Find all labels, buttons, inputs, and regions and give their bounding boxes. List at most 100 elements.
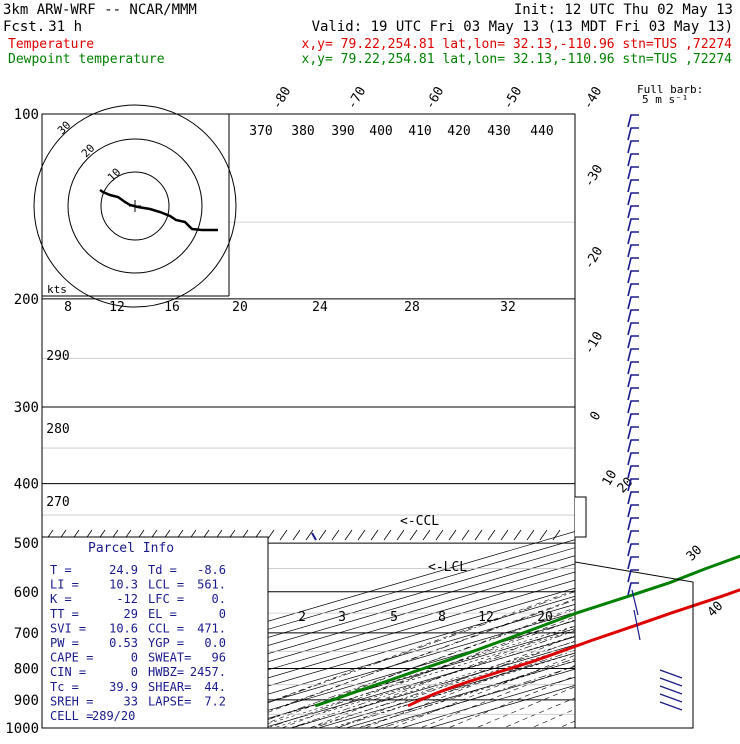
parcel-label: CIN = xyxy=(50,665,86,679)
hatch-mark xyxy=(280,530,287,540)
hatch-mark xyxy=(332,530,339,540)
parcel-value: 10.6 xyxy=(109,621,138,635)
wind-barb-surface xyxy=(660,702,682,710)
parcel-label: TT = xyxy=(50,607,79,621)
hatch-mark xyxy=(540,530,547,540)
temperature-line xyxy=(408,114,740,706)
speed-scale-label: 12 xyxy=(109,300,125,315)
wind-barb xyxy=(628,531,639,543)
wind-barb-surface xyxy=(660,670,682,678)
valid-time: Valid: 19 UTC Fri 03 May 13 (13 MDT Fri … xyxy=(312,19,733,35)
legend-temperature-location: x,y= 79.22,254.81 lat,lon= 32.13,-110.96… xyxy=(302,37,733,52)
pressure-tick-label: 700 xyxy=(14,626,39,642)
dry-adiabat xyxy=(361,114,740,740)
legend-dewpoint-location: x,y= 79.22,254.81 lat,lon= 32.13,-110.96… xyxy=(302,52,733,67)
legend-dewpoint-name: Dewpoint temperature xyxy=(8,52,165,67)
theta-label: 430 xyxy=(487,124,510,139)
wind-barb xyxy=(628,466,639,478)
parcel-label: SHEAR= xyxy=(148,680,191,694)
hatch-mark xyxy=(371,530,378,540)
dry-adiabat xyxy=(726,114,740,740)
parcel-label: HWBZ= xyxy=(148,665,184,679)
theta-left-label: 280 xyxy=(46,422,69,437)
wind-barb xyxy=(628,453,639,465)
wind-barb xyxy=(628,206,639,218)
parcel-label: Tc = xyxy=(50,680,79,694)
parcel-value: 0 xyxy=(219,607,226,621)
wind-barb xyxy=(628,440,639,452)
dry-adiabat xyxy=(670,114,740,740)
parcel-label: SREH = xyxy=(50,694,93,708)
wind-barb xyxy=(628,284,639,296)
isotherm-label: -40 xyxy=(581,84,606,112)
dry-adiabat xyxy=(333,114,740,740)
wind-barb xyxy=(628,336,639,348)
hatch-mark xyxy=(553,530,560,540)
pressure-tick-label: 100 xyxy=(14,107,39,123)
legend-temperature-name: Temperature xyxy=(8,37,94,52)
parcel-value: 44. xyxy=(204,680,226,694)
parcel-label: CAPE = xyxy=(50,651,93,665)
hatch-mark xyxy=(319,530,326,540)
isotherm-label: -70 xyxy=(345,84,370,112)
wind-barb xyxy=(628,544,639,556)
hatch-mark xyxy=(501,530,508,540)
wind-barb xyxy=(628,362,639,374)
parcel-value: 0. xyxy=(212,592,226,606)
fcst-value: 31 h xyxy=(48,19,82,35)
wind-barb xyxy=(628,258,639,270)
hatch-mark xyxy=(358,530,365,540)
parcel-value: -12 xyxy=(116,592,138,606)
wind-barb xyxy=(628,154,639,166)
parcel-value: 29 xyxy=(124,607,138,621)
theta-label: 370 xyxy=(249,124,272,139)
parcel-value: 10.3 xyxy=(109,578,138,592)
parcel-label: Td = xyxy=(148,563,177,577)
parcel-value: 96 xyxy=(212,651,226,665)
parcel-label: LAPSE= xyxy=(148,694,191,708)
moist-adiabat xyxy=(252,305,740,740)
hatch-mark xyxy=(462,530,469,540)
wind-barb xyxy=(628,245,639,257)
wind-barb xyxy=(628,518,639,530)
isotherm-label: 0 xyxy=(588,409,605,423)
pressure-tick-label: 900 xyxy=(14,693,39,709)
theta-label: 380 xyxy=(291,124,314,139)
wind-barb xyxy=(628,427,639,439)
parcel-value: 0 xyxy=(131,665,138,679)
parcel-value: 39.9 xyxy=(109,680,138,694)
pressure-tick-label: 800 xyxy=(14,661,39,677)
isotherm-label: -80 xyxy=(270,84,295,112)
wind-barb xyxy=(628,219,639,231)
hatch-mark xyxy=(449,530,456,540)
theta-label: 390 xyxy=(331,124,354,139)
parcel-value: -8.6 xyxy=(197,563,226,577)
wind-barb xyxy=(628,232,639,244)
hatch-mark xyxy=(345,530,352,540)
pressure-tick-label: 400 xyxy=(14,477,39,493)
wind-barb xyxy=(628,505,639,517)
theta-left-label: 290 xyxy=(46,349,69,364)
dry-adiabat xyxy=(389,114,740,740)
hatch-mark xyxy=(488,530,495,540)
hatch-mark xyxy=(397,530,404,540)
parcel-label: YGP = xyxy=(148,636,184,650)
wind-barb xyxy=(628,388,639,400)
pressure-tick-label: 200 xyxy=(14,292,39,308)
speed-scale-label: 8 xyxy=(64,300,72,315)
dry-adiabat xyxy=(698,114,740,740)
parcel-info-title: Parcel Info xyxy=(88,541,174,556)
wind-barb xyxy=(628,401,639,413)
hatch-mark xyxy=(475,530,482,540)
level-annotation: <-CCL xyxy=(400,514,439,529)
parcel-value: 24.9 xyxy=(109,563,138,577)
dry-adiabat xyxy=(473,114,740,740)
parcel-value: 561. xyxy=(197,578,226,592)
hatch-mark xyxy=(384,530,391,540)
hatch-mark xyxy=(527,530,534,540)
wind-barb xyxy=(628,128,639,140)
wind-barb xyxy=(628,492,639,504)
isotherm-label: 30 xyxy=(684,543,706,565)
isotherm-label: -20 xyxy=(582,244,607,272)
